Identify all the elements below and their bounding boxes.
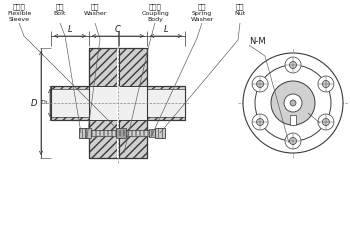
Bar [147, 89, 185, 117]
Text: Coupling: Coupling [141, 11, 169, 16]
Bar [79, 128, 89, 138]
Text: L: L [68, 25, 72, 34]
Circle shape [284, 94, 302, 112]
Bar [89, 86, 117, 120]
Text: Spring: Spring [192, 11, 212, 16]
Text: Body: Body [147, 17, 163, 22]
Bar [147, 86, 185, 120]
Bar [155, 128, 165, 138]
Circle shape [257, 80, 264, 88]
Circle shape [257, 119, 264, 125]
Text: d: d [133, 95, 138, 104]
Circle shape [243, 53, 343, 153]
Text: Nut: Nut [234, 11, 246, 16]
Circle shape [322, 119, 329, 125]
Text: Sleeve: Sleeve [8, 17, 29, 22]
Bar [85, 128, 91, 138]
Text: C: C [115, 25, 121, 34]
Circle shape [318, 114, 334, 130]
Bar [49, 46, 187, 160]
Circle shape [271, 81, 315, 125]
Text: 弹垒: 弹垒 [198, 3, 206, 10]
Circle shape [290, 100, 296, 106]
Text: Washer: Washer [190, 17, 214, 22]
Circle shape [285, 57, 301, 73]
Bar [119, 86, 147, 120]
Text: 柱销: 柱销 [56, 3, 64, 10]
Bar [290, 115, 296, 125]
Circle shape [285, 133, 301, 149]
Circle shape [252, 114, 268, 130]
Text: N-M: N-M [249, 37, 266, 46]
Text: 弹性套: 弹性套 [13, 3, 25, 10]
Bar [117, 48, 119, 158]
Text: 垒圈: 垒圈 [91, 3, 99, 10]
Circle shape [318, 76, 334, 92]
Circle shape [289, 137, 296, 145]
Text: D: D [31, 98, 37, 107]
Text: Flexible: Flexible [7, 11, 31, 16]
Bar [149, 129, 155, 137]
Bar [51, 89, 89, 117]
Bar [116, 128, 126, 138]
Bar [119, 48, 147, 158]
Circle shape [252, 76, 268, 92]
Circle shape [289, 61, 296, 69]
Circle shape [322, 80, 329, 88]
Bar [51, 86, 89, 120]
Text: Bolt: Bolt [54, 11, 66, 16]
Circle shape [255, 65, 331, 141]
Text: Washer: Washer [83, 11, 107, 16]
Bar [89, 130, 155, 136]
Bar [89, 48, 117, 158]
Text: D₁: D₁ [41, 100, 49, 106]
Text: d₁: d₁ [321, 119, 330, 128]
Text: 联轴节: 联轴节 [149, 3, 161, 10]
Text: 舵母: 舵母 [236, 3, 244, 10]
Text: L: L [164, 25, 168, 34]
